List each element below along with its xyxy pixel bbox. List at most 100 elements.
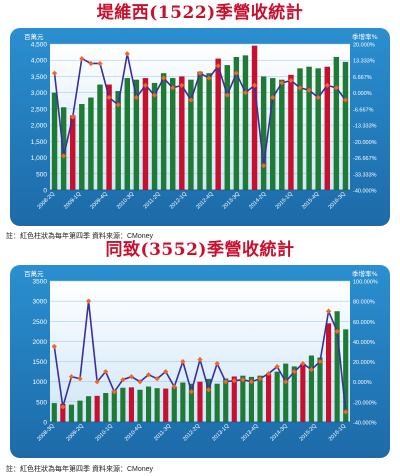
- bar: [151, 82, 158, 190]
- growth-point: [106, 94, 112, 101]
- growth-point: [97, 60, 103, 67]
- bar: [242, 55, 249, 190]
- bar: [297, 68, 303, 190]
- bar: [240, 375, 246, 422]
- growth-point: [283, 379, 289, 385]
- bar: [343, 329, 349, 422]
- y-left-axis-label: 百萬元: [24, 269, 44, 278]
- y-right-tick-label: 20.000%: [353, 360, 375, 366]
- bar: [79, 104, 85, 190]
- bar-q4: [106, 84, 112, 190]
- bar: [180, 382, 186, 422]
- y-left-tick-label: 2000: [33, 339, 48, 346]
- y-right-tick-label: -26.667%: [353, 156, 377, 162]
- bar: [51, 403, 57, 422]
- growth-point: [151, 92, 158, 98]
- bar-q4: [179, 76, 185, 190]
- bar-q4: [128, 387, 134, 422]
- growth-point: [306, 87, 312, 93]
- bar: [197, 71, 203, 190]
- growth-point: [115, 102, 121, 108]
- growth-point: [242, 90, 249, 96]
- bar-q4: [163, 388, 169, 422]
- growth-point: [70, 114, 76, 120]
- bar: [291, 366, 297, 422]
- y-left-tick-label: 3500: [33, 279, 48, 286]
- y-right-tick-label: -20.000%: [353, 140, 377, 146]
- growth-point: [215, 63, 221, 69]
- growth-point: [315, 94, 321, 101]
- bar: [115, 91, 121, 190]
- bar-q4: [215, 58, 221, 190]
- growth-point: [88, 60, 94, 67]
- bar: [306, 66, 312, 190]
- y-left-tick-label: 0: [43, 188, 47, 195]
- y-left-tick-label: 2500: [33, 319, 48, 326]
- bar-q4: [251, 45, 258, 190]
- y-left-tick-label: 0: [43, 420, 47, 427]
- growth-point: [111, 389, 117, 395]
- growth-point: [133, 94, 139, 101]
- growth-point: [142, 82, 149, 88]
- bar: [154, 388, 160, 422]
- bar: [120, 387, 126, 422]
- y-right-tick-label: -33.333%: [353, 172, 377, 178]
- growth-point: [261, 163, 267, 169]
- bar: [248, 376, 254, 422]
- y-left-tick-label: 1,500: [31, 139, 48, 146]
- growth-point: [334, 328, 340, 334]
- growth-point: [51, 343, 57, 350]
- growth-point: [188, 389, 195, 395]
- growth-point: [170, 85, 176, 91]
- y-right-tick-label: 0.000%: [353, 380, 372, 386]
- growth-point: [179, 82, 185, 88]
- growth-point: [333, 85, 339, 91]
- y-left-tick-label: 4,500: [31, 42, 48, 49]
- y-right-tick-label: -40.000%: [353, 189, 377, 195]
- bar: [317, 357, 323, 422]
- bar: [260, 76, 267, 190]
- bar: [97, 84, 103, 190]
- bar-q4: [197, 381, 203, 422]
- source-note-1: 註：紅色柱狀為每年第四季 資料來源：CMoney: [6, 233, 154, 240]
- y-left-tick-label: 3,000: [31, 90, 48, 97]
- bar: [223, 378, 229, 422]
- bar: [283, 363, 289, 422]
- bar: [51, 92, 58, 190]
- growth-point: [137, 379, 143, 385]
- y-left-tick-label: 3000: [33, 299, 48, 306]
- growth-point: [288, 77, 294, 84]
- bar: [308, 355, 314, 422]
- growth-point: [224, 92, 230, 98]
- bar: [68, 404, 74, 422]
- bar-q4: [266, 373, 272, 422]
- bar: [171, 386, 177, 422]
- growth-point: [251, 82, 258, 88]
- y-right-tick-label: 100.000%: [353, 280, 378, 286]
- bar: [170, 78, 176, 190]
- y-right-tick-label: -6.667%: [353, 107, 374, 113]
- y-right-tick-label: -40.000%: [353, 421, 377, 427]
- bar: [279, 79, 285, 190]
- growth-point: [279, 80, 285, 86]
- bar: [257, 375, 263, 422]
- growth-point: [274, 364, 280, 370]
- growth-point: [85, 298, 92, 304]
- bar-q4: [142, 78, 149, 190]
- y-left-tick-label: 500: [36, 399, 47, 406]
- bar: [315, 68, 321, 190]
- y-right-tick-label: -13.333%: [353, 124, 377, 130]
- bar: [333, 56, 340, 190]
- y-left-tick-label: 500: [36, 171, 47, 178]
- chart-panel-1: 0 500 1,000 1,500 2,000 2,500 3,000 3,500 4,000 4…: [10, 28, 390, 226]
- growth-point: [61, 153, 67, 159]
- growth-point: [325, 308, 332, 314]
- bar-q4: [324, 66, 330, 190]
- y-right-axis-label: 季增率%: [352, 32, 378, 41]
- bar-q4: [70, 115, 76, 190]
- y-right-tick-label: 40.000%: [353, 340, 375, 346]
- bar: [206, 73, 212, 190]
- y-right-tick-label: 0.000%: [353, 91, 372, 97]
- bar: [133, 79, 140, 190]
- growth-point: [233, 70, 239, 76]
